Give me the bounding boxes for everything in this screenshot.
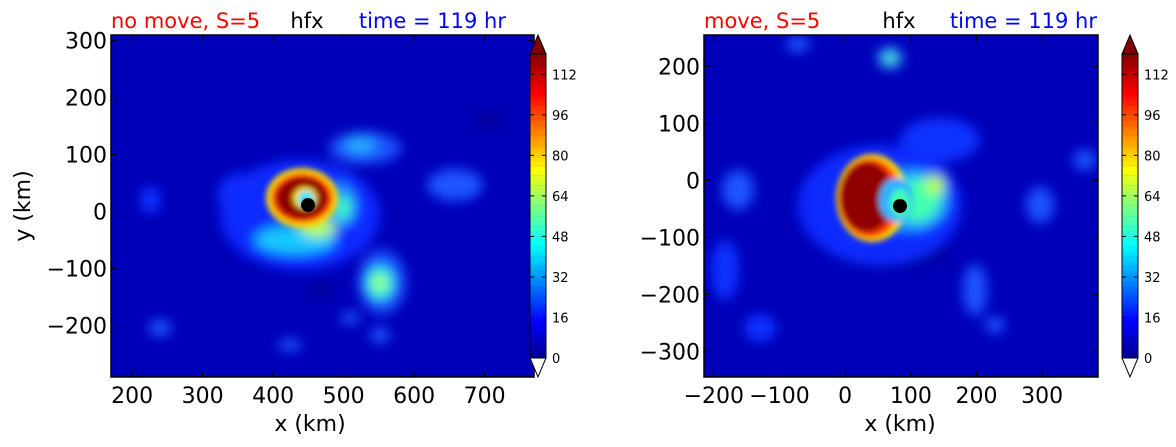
y-tick-label: −300	[640, 340, 700, 365]
yaxis-right: 200 100 0 −100 −200 −300	[640, 55, 1098, 365]
x-tick-label: 400	[252, 384, 294, 409]
y-tick-label: −100	[47, 258, 107, 283]
y-tick-label: 0	[93, 201, 107, 226]
xaxis-right: −200 −100 0 100 200 300 x (km)	[684, 35, 1063, 437]
x-tick-label: −100	[749, 384, 809, 409]
xaxis-left: 200 300 400 500 600 700 x (km)	[111, 35, 506, 437]
x-tick-label: 200	[956, 384, 998, 409]
storm-center-marker-right	[893, 199, 907, 213]
colorbar-max-extend-right	[1121, 33, 1139, 55]
title-right: time = 119 hr	[359, 9, 506, 33]
x-tick-label: 100	[890, 384, 932, 409]
colorbar-tick-label: 96	[1144, 109, 1161, 124]
x-tick-label: 0	[838, 384, 852, 409]
title-left: no move, S=5	[111, 9, 260, 33]
y-axis-label-left: y (km)	[11, 170, 36, 241]
y-tick-label: −200	[47, 315, 107, 340]
colorbar-right: 0 16 32 48 64 80 96 112	[1121, 33, 1169, 379]
yaxis-left: 300 200 100 0 −100 −200 y (km)	[11, 30, 534, 340]
x-tick-label: 300	[1021, 384, 1063, 409]
title-right: time = 119 hr	[950, 9, 1097, 33]
colorbar-tick-label: 16	[1144, 311, 1161, 326]
y-tick-label: 100	[658, 112, 700, 137]
x-tick-label: −200	[684, 384, 744, 409]
storm-center-marker-left	[301, 198, 315, 212]
colorbar-tick-label: 80	[1144, 149, 1161, 164]
y-tick-label: 200	[65, 87, 107, 112]
colorbar-min-extend-right	[1121, 357, 1139, 379]
y-tick-label: 200	[658, 55, 700, 80]
title-left: move, S=5	[704, 9, 820, 33]
colorbar-tick-label: 32	[1144, 271, 1161, 286]
y-tick-label: 0	[686, 169, 700, 194]
colorbar-tick-label: 0	[552, 352, 560, 367]
colorbar-tick-label: 80	[552, 149, 569, 164]
colorbar-tick-label: 64	[552, 190, 569, 205]
colorbar-tick-label: 112	[1144, 68, 1169, 83]
colorbar-bar-left	[529, 53, 547, 359]
title-center: hfx	[882, 9, 915, 33]
heatmap-field-right	[704, 35, 1098, 377]
x-tick-label: 500	[323, 384, 365, 409]
panel-right: move, S=5 hfx time = 119 hr	[640, 9, 1169, 437]
y-tick-label: 100	[65, 144, 107, 169]
heatmap-field-left	[111, 35, 534, 377]
colorbar-tick-label: 64	[1144, 190, 1161, 205]
colorbar-tick-label: 0	[1144, 352, 1152, 367]
panel-left: no move, S=5 hfx time = 119 hr	[11, 9, 577, 437]
x-tick-label: 200	[111, 384, 153, 409]
y-tick-label: −200	[640, 283, 700, 308]
colorbar-tick-label: 48	[1144, 230, 1161, 245]
colorbar-bar-right	[1121, 53, 1139, 359]
colorbar-left: 0 16 32 48 64 80 96 112	[529, 33, 577, 379]
x-tick-label: 700	[464, 384, 506, 409]
colorbar-tick-label: 32	[552, 271, 569, 286]
x-axis-label-left: x (km)	[274, 412, 345, 437]
colorbar-tick-label: 112	[552, 68, 577, 83]
x-tick-label: 600	[393, 384, 435, 409]
colorbar-tick-label: 16	[552, 311, 569, 326]
colorbar-tick-label: 48	[552, 230, 569, 245]
colorbar-tick-label: 96	[552, 109, 569, 124]
plot-frame-right	[703, 34, 1099, 378]
title-center: hfx	[290, 9, 323, 33]
x-tick-label: 300	[182, 384, 224, 409]
y-tick-label: −100	[640, 226, 700, 251]
x-axis-label-right: x (km)	[864, 412, 935, 437]
y-tick-label: 300	[65, 30, 107, 55]
